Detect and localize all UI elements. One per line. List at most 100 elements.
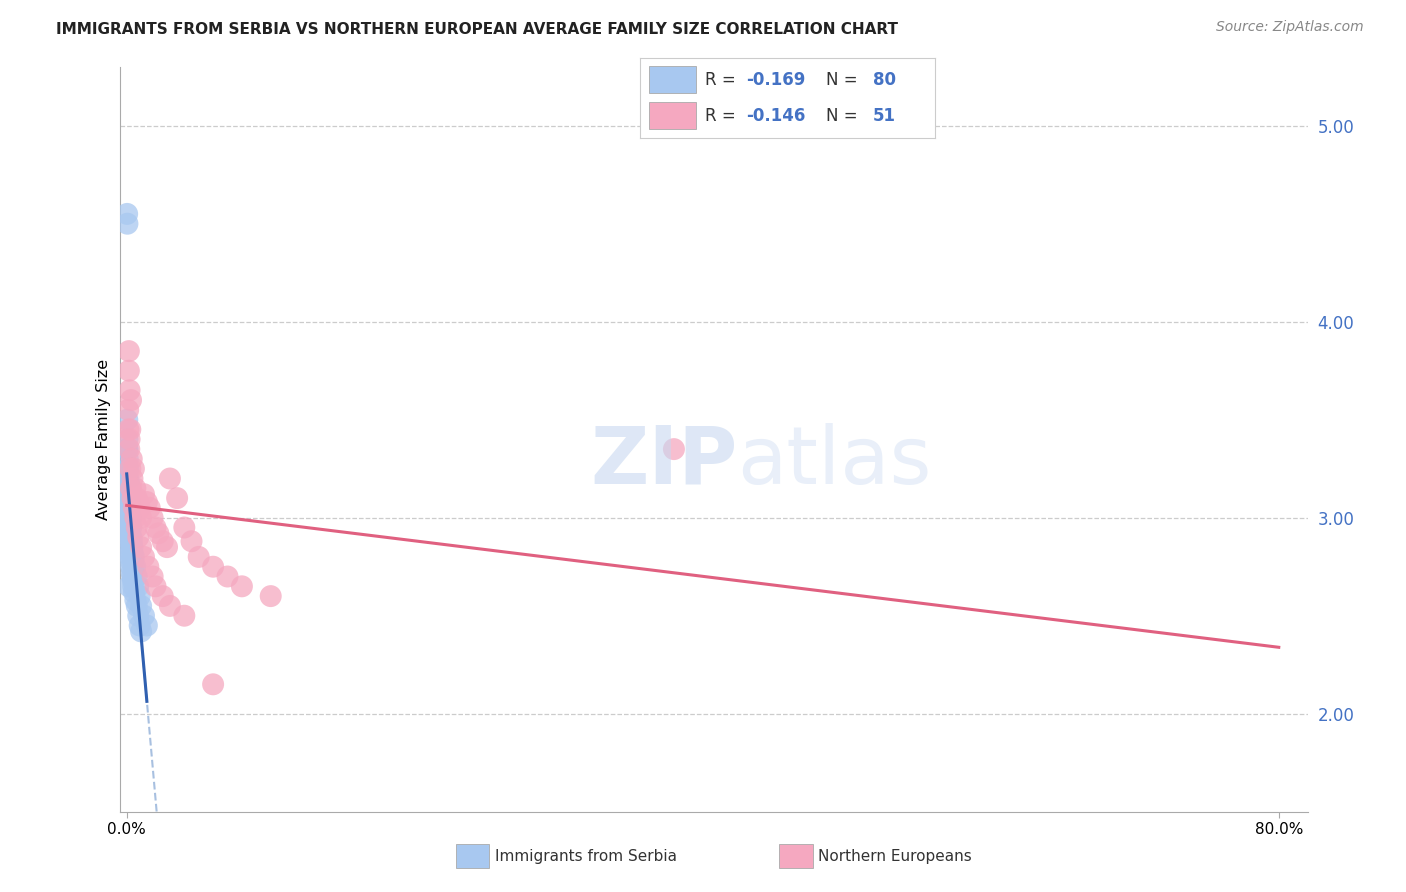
- Point: [118, 510, 141, 524]
- Text: Northern Europeans: Northern Europeans: [818, 849, 972, 863]
- Point: [132, 608, 155, 623]
- Point: [145, 520, 167, 534]
- Point: [117, 491, 139, 505]
- Point: [121, 471, 143, 485]
- Point: [121, 491, 143, 505]
- Point: [117, 500, 139, 515]
- Point: [117, 413, 139, 427]
- Point: [120, 500, 142, 515]
- Point: [121, 566, 143, 580]
- Point: [118, 500, 141, 515]
- Point: [118, 491, 141, 505]
- Point: [117, 461, 139, 475]
- Point: [129, 540, 152, 554]
- Point: [117, 451, 139, 466]
- Point: [118, 475, 141, 490]
- Point: [128, 500, 150, 515]
- Point: [124, 510, 146, 524]
- Point: [159, 599, 181, 613]
- Point: [121, 534, 143, 549]
- Point: [120, 515, 142, 529]
- Point: [117, 500, 139, 515]
- Point: [117, 495, 139, 509]
- Point: [120, 393, 142, 408]
- Point: [118, 530, 141, 544]
- Point: [122, 549, 145, 564]
- Point: [118, 515, 141, 529]
- Point: [117, 481, 139, 495]
- Point: [120, 510, 142, 524]
- Point: [152, 534, 174, 549]
- Point: [662, 442, 685, 456]
- Point: [132, 487, 155, 501]
- Point: [122, 554, 145, 568]
- Point: [142, 569, 165, 583]
- Point: [122, 500, 145, 515]
- Point: [120, 546, 142, 560]
- Point: [173, 520, 195, 534]
- Point: [117, 467, 139, 482]
- Point: [142, 510, 165, 524]
- Point: [121, 530, 143, 544]
- Text: IMMIGRANTS FROM SERBIA VS NORTHERN EUROPEAN AVERAGE FAMILY SIZE CORRELATION CHAR: IMMIGRANTS FROM SERBIA VS NORTHERN EUROP…: [56, 22, 898, 37]
- Point: [125, 599, 148, 613]
- Point: [121, 569, 143, 583]
- Text: ZIP: ZIP: [591, 423, 737, 500]
- Point: [118, 526, 141, 541]
- Point: [125, 569, 148, 583]
- FancyBboxPatch shape: [648, 66, 696, 94]
- Point: [122, 559, 145, 574]
- Text: 80: 80: [873, 70, 896, 88]
- Point: [120, 530, 142, 544]
- Point: [173, 608, 195, 623]
- Point: [118, 344, 141, 359]
- Point: [117, 475, 139, 490]
- Point: [121, 540, 143, 554]
- Point: [117, 217, 139, 231]
- Point: [166, 491, 188, 505]
- Point: [115, 207, 138, 221]
- Text: R =: R =: [704, 107, 741, 125]
- Point: [118, 481, 141, 495]
- Text: N =: N =: [825, 107, 863, 125]
- Text: Source: ZipAtlas.com: Source: ZipAtlas.com: [1216, 20, 1364, 34]
- Point: [124, 481, 146, 495]
- Point: [152, 589, 174, 603]
- Point: [156, 540, 179, 554]
- Point: [124, 593, 146, 607]
- Point: [115, 442, 138, 456]
- Point: [121, 540, 143, 554]
- Point: [145, 579, 167, 593]
- Point: [202, 677, 225, 691]
- Text: Immigrants from Serbia: Immigrants from Serbia: [495, 849, 676, 863]
- Point: [121, 546, 143, 560]
- Point: [117, 495, 139, 509]
- Point: [127, 530, 149, 544]
- Point: [118, 515, 141, 529]
- Point: [118, 510, 141, 524]
- Text: atlas: atlas: [737, 423, 932, 500]
- Point: [117, 471, 139, 485]
- Point: [115, 471, 138, 485]
- Point: [180, 534, 202, 549]
- Point: [118, 495, 141, 509]
- Point: [128, 589, 150, 603]
- Point: [118, 507, 141, 521]
- Point: [118, 384, 141, 398]
- Point: [118, 520, 141, 534]
- Point: [120, 423, 142, 437]
- Point: [117, 495, 139, 509]
- Point: [129, 624, 152, 639]
- Point: [125, 520, 148, 534]
- Text: -0.169: -0.169: [747, 70, 806, 88]
- Point: [118, 364, 141, 378]
- Point: [117, 461, 139, 475]
- Point: [122, 461, 145, 475]
- Point: [118, 520, 141, 534]
- Point: [202, 559, 225, 574]
- Point: [121, 451, 143, 466]
- Point: [187, 549, 209, 564]
- Point: [129, 510, 152, 524]
- Point: [120, 520, 142, 534]
- Point: [127, 608, 149, 623]
